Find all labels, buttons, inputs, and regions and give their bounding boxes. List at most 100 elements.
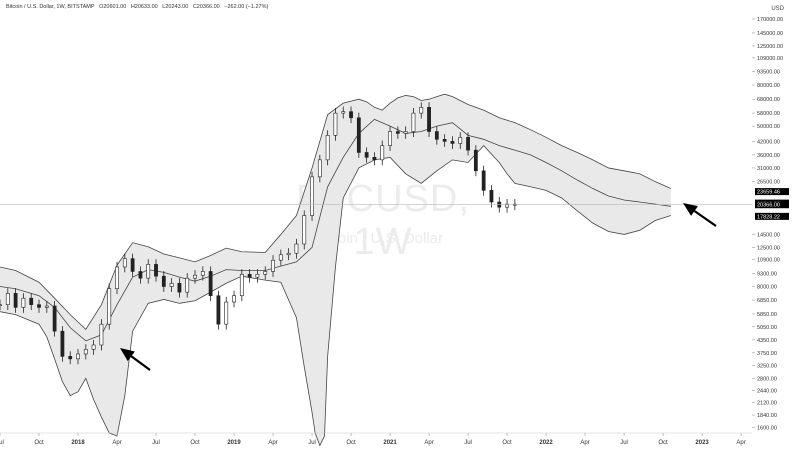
candle-body [317,159,322,178]
candle-body [466,136,470,151]
candle-body [232,295,236,303]
y-tick-label: 5050.00 [757,325,777,331]
y-tick-label: 5850.00 [757,312,777,318]
upper-band-line [0,93,672,331]
candle-body [76,353,80,360]
y-tick-label: 58000.00 [757,111,780,117]
candle-body [60,330,65,357]
arrow-right-head [683,203,698,216]
y-tick-label: 9300.00 [757,271,777,277]
y-tick-label: 42000.00 [757,139,780,145]
time-axis[interactable]: Jul Oct 2018 Apr Jul Oct 2019 Apr Jul Oct 2021 Apr J… [0,432,752,446]
x-tick-label: Jul [464,440,472,446]
x-tick-label: Apr [580,440,589,446]
candle-body [411,112,416,132]
y-tick-label: 6850.00 [757,298,777,304]
candle-body [224,301,229,325]
candle-body [247,273,252,278]
y-tick-label: 1840.00 [757,413,777,419]
candle-body [169,282,174,287]
ohlc-open: O20601.00 [99,4,127,10]
x-tick-label: Oct [34,440,44,446]
y-tick-label: 125000.00 [757,44,783,50]
candle-body [388,131,392,146]
x-tick-label: Oct [346,440,356,446]
x-tick-label: 2018 [71,440,85,446]
candle-body [5,293,10,305]
candle-body [255,273,260,278]
candle-body [200,271,205,276]
candle-body [0,304,2,306]
candle-body [44,305,49,308]
ohlc-change: −262.00 (−1.27%) [224,4,269,10]
candle-body [208,271,213,297]
candle-body [216,295,221,325]
candle-body [278,254,283,261]
price-tag [755,188,789,196]
candle-body [138,271,143,279]
x-tick-label: Apr [736,440,745,446]
symbol-name: Bitcoin / U.S. Dollar, 1W, BITSTAMP [6,4,95,10]
candle-body [395,131,400,134]
candle-body [325,135,330,161]
y-tick-label: 68000.00 [757,97,780,103]
price-axis[interactable]: 170000.00 145000.00 125000.00 109000.00 9350… [752,17,789,431]
y-tick-label: 109000.00 [757,56,783,62]
candle-body [364,152,369,158]
arrow-right-shaft [693,210,717,227]
candle-body [193,274,197,279]
x-tick-label: Oct [658,440,668,446]
candle-body [115,266,119,290]
x-tick-label: Jul [620,440,628,446]
candle-body [286,252,291,256]
candle-body [434,131,439,140]
candle-body [29,297,34,305]
candle-body [154,264,158,277]
y-tick-label: 80000.00 [757,83,780,89]
price-tag-label: 20366.00 [757,203,780,209]
y-tick-label: 3250.00 [757,363,777,369]
x-tick-label: 2021 [383,440,397,446]
bollinger-bands [0,93,672,447]
x-tick-label: Oct [190,440,200,446]
candle-body [372,157,377,161]
x-tick-label: 2023 [695,440,709,446]
y-tick-label: 145000.00 [757,31,783,37]
candle-body [52,305,57,332]
y-tick-label: 2120.00 [757,401,777,407]
y-tick-label: 8000.00 [757,284,777,290]
x-tick-label: Apr [112,440,121,446]
candle-body [263,271,268,275]
candle-body [185,277,190,293]
y-tick-label: 26500.00 [757,180,780,186]
y-tick-label: 36000.00 [757,153,780,159]
y-tick-label: 2800.00 [757,376,777,382]
x-tick-label: Jul [308,440,316,446]
candle-body [91,344,96,350]
candle-body [349,111,353,119]
candle-body [356,117,361,153]
candle-body [13,293,18,308]
x-tick-label: Jul [0,440,4,446]
candle-body [107,288,112,325]
candle-body [83,349,88,355]
x-tick-label: 2019 [227,440,241,446]
candle-body [489,190,494,203]
candle-body [403,131,408,134]
candle-body [239,273,244,297]
x-tick-label: Apr [424,440,433,446]
price-tag [755,212,789,220]
symbol-legend: Bitcoin / U.S. Dollar, 1W, BITSTAMP O206… [6,4,271,10]
arrow-left-head [120,348,135,362]
candle-body [310,176,314,216]
arrow-left-shaft [130,355,151,371]
y-tick-label: 3750.00 [757,351,777,357]
ohlc-high: H20633.00 [130,4,158,10]
y-tick-label: 31000.00 [757,166,780,172]
candle-body [442,139,447,142]
y-tick-label: 14500.00 [757,232,780,238]
y-tick-label: 1600.00 [757,425,777,431]
candle-body [505,203,509,208]
